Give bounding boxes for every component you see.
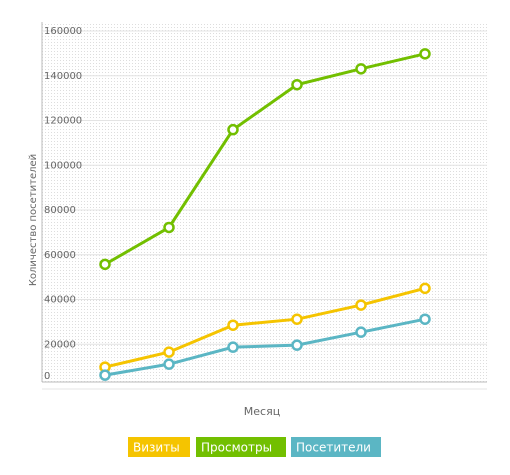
data-point [163,346,175,358]
data-point [419,282,431,295]
series-line [104,286,426,369]
data-point [163,358,175,370]
y-tick-label: 0 [44,371,50,382]
y-tick-label: 120000 [44,116,82,127]
legend-label: Просмотры [201,441,272,455]
legend-label: Визиты [133,441,180,455]
data-point [163,221,175,234]
data-point [99,369,111,381]
data-point [291,339,303,351]
y-tick-label: 160000 [44,26,82,37]
data-point [291,78,303,91]
y-tick-label: 20000 [44,339,76,350]
y-tick-label: 80000 [44,205,76,216]
series-line [104,317,426,377]
data-point [99,258,111,271]
legend-swatch [128,437,190,457]
data-point [227,341,239,353]
data-point [419,48,431,60]
legend-swatch [196,437,286,457]
legend-swatch [291,437,381,457]
data-point [227,123,239,136]
legend-label: Посетители [296,441,371,455]
data-point [291,313,303,325]
y-axis-label: Количество посетителей [28,154,39,286]
data-point [419,313,431,325]
y-tick-label: 100000 [44,160,82,171]
y-tick-label: 140000 [44,71,82,82]
x-axis-label: Месяц [244,405,280,418]
data-point [355,326,367,338]
series-line [104,52,426,266]
legend: Визиты Просмотры Посетители [128,437,381,457]
data-point [355,299,367,311]
data-point [227,319,239,331]
data-point [355,63,367,75]
y-tick-label: 40000 [44,295,76,306]
y-tick-label: 60000 [44,250,76,261]
